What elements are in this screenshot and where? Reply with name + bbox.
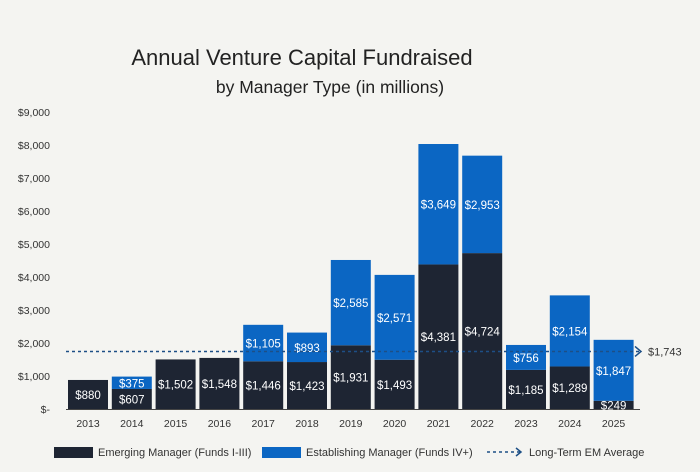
y-tick-label: $9,000 — [18, 107, 50, 119]
data-label: $1,185 — [508, 385, 543, 397]
bar-emerging — [243, 361, 284, 409]
data-label: $2,585 — [333, 298, 368, 310]
x-tick-label: 2019 — [339, 418, 363, 430]
data-label: $4,381 — [421, 332, 456, 344]
data-label: $880 — [75, 390, 101, 402]
bar-emerging — [462, 253, 503, 409]
bar-emerging — [506, 369, 546, 409]
bar-establishing — [111, 376, 152, 389]
data-label: $2,571 — [377, 313, 412, 325]
y-tick-label: $- — [41, 404, 51, 416]
x-tick-label: 2014 — [120, 418, 144, 430]
data-label: $1,105 — [246, 339, 281, 351]
data-label: $249 — [601, 400, 627, 412]
data-label: $1,289 — [552, 383, 587, 395]
x-tick-label: 2022 — [471, 418, 495, 430]
reference-label: $1,743 — [648, 346, 682, 358]
data-label: $1,931 — [333, 373, 368, 385]
bar-emerging — [330, 345, 371, 409]
bar-establishing — [506, 344, 546, 370]
bar-emerging — [111, 388, 152, 409]
y-tick-label: $4,000 — [18, 272, 50, 284]
x-tick-label: 2018 — [295, 418, 319, 430]
bar-emerging — [68, 379, 108, 409]
x-tick-label: 2023 — [514, 418, 538, 430]
data-label: $1,548 — [202, 379, 237, 391]
bar-establishing — [549, 295, 590, 367]
bar-emerging — [374, 359, 415, 409]
legend-swatch-emerging — [54, 447, 93, 458]
x-tick-label: 2025 — [602, 418, 626, 430]
y-tick-label: $5,000 — [18, 239, 50, 251]
data-label: $2,154 — [552, 326, 588, 338]
arrow-icon — [515, 447, 523, 457]
arrow-icon — [634, 345, 643, 358]
y-tick-label: $3,000 — [18, 305, 50, 317]
data-label: $4,724 — [465, 327, 501, 339]
bar-establishing — [243, 324, 284, 362]
data-label: $607 — [119, 394, 145, 406]
bar-establishing — [593, 339, 634, 401]
y-tick-label: $6,000 — [18, 206, 50, 218]
bar-establishing — [330, 259, 371, 346]
x-tick-label: 2017 — [252, 418, 276, 430]
y-tick-label: $1,000 — [18, 371, 50, 383]
bar-emerging — [287, 362, 327, 409]
x-tick-label: 2016 — [208, 418, 232, 430]
data-label: $1,423 — [289, 381, 324, 393]
y-tick-label: $2,000 — [18, 338, 50, 350]
bar-emerging — [155, 359, 196, 409]
data-label: $375 — [119, 378, 145, 390]
bar-emerging — [199, 357, 240, 409]
legend-swatch-establishing — [262, 447, 301, 458]
bar-emerging — [418, 264, 459, 409]
data-label: $3,649 — [421, 200, 456, 212]
y-tick-label: $7,000 — [18, 173, 50, 185]
bar-establishing — [462, 155, 503, 254]
data-label: $756 — [513, 353, 539, 365]
legend-label: Emerging Manager (Funds I-III) — [98, 447, 251, 459]
data-label: $2,953 — [465, 200, 500, 212]
bar-emerging — [549, 366, 590, 409]
x-tick-label: 2024 — [558, 418, 582, 430]
data-label: $1,446 — [246, 381, 281, 393]
data-label: $893 — [294, 343, 320, 355]
bar-emerging — [593, 400, 634, 409]
data-label: $1,493 — [377, 380, 412, 392]
data-label: $1,847 — [596, 366, 631, 378]
x-tick-label: 2015 — [164, 418, 188, 430]
chart-subtitle: by Manager Type (in millions) — [216, 77, 444, 97]
data-label: $1,502 — [158, 380, 193, 392]
bar-establishing — [374, 274, 415, 360]
x-tick-label: 2020 — [383, 418, 407, 430]
bar-establishing — [418, 144, 459, 265]
chart-title: Annual Venture Capital Fundraised — [131, 45, 472, 70]
legend-label: Long-Term EM Average — [529, 447, 644, 459]
bar-establishing — [287, 332, 327, 363]
legend-label: Establishing Manager (Funds IV+) — [306, 447, 473, 459]
y-tick-label: $8,000 — [18, 140, 50, 152]
x-tick-label: 2021 — [427, 418, 451, 430]
x-tick-label: 2013 — [76, 418, 100, 430]
